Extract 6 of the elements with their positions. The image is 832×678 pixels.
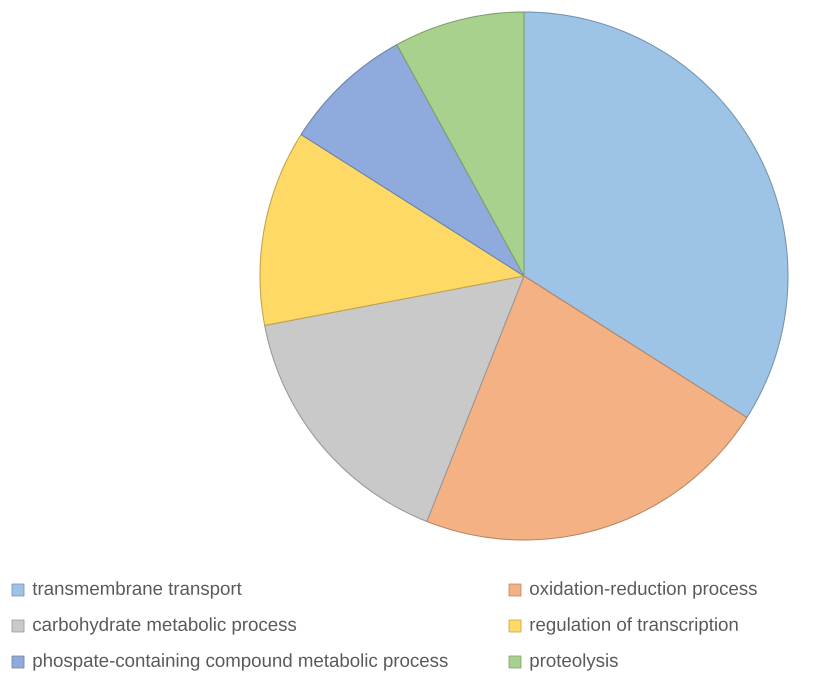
- legend-label: phospate-containing compound metabolic process: [33, 653, 448, 671]
- legend-label: oxidation-reduction process: [530, 581, 757, 599]
- legend-label: regulation of transcription: [530, 617, 738, 635]
- legend-label: transmembrane transport: [32, 581, 242, 599]
- legend-label: carbohydrate metabolic process: [33, 617, 296, 635]
- legend-label: proteolysis: [530, 653, 618, 671]
